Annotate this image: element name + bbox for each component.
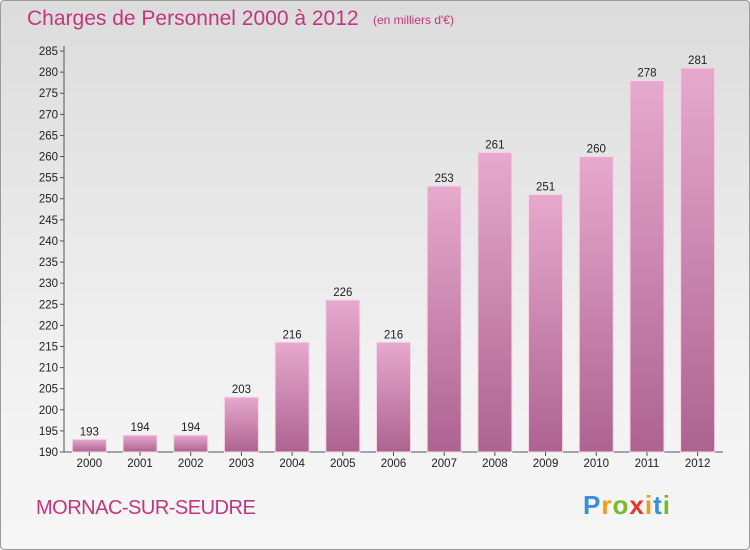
logo-letter: t: [653, 490, 663, 520]
logo-letter: i: [662, 490, 671, 520]
y-tick-label: 240: [39, 236, 58, 248]
logo-letter: i: [644, 490, 654, 520]
data-label-2008: 261: [485, 139, 504, 151]
data-label-2006: 216: [384, 329, 403, 341]
y-tick-label: 285: [39, 46, 58, 58]
x-tick-label: 2006: [381, 458, 407, 470]
bar-2009: [528, 194, 564, 453]
bar-2002: [173, 434, 209, 453]
data-label-2004: 216: [283, 329, 302, 341]
data-label-2011: 278: [637, 68, 656, 80]
logo-letter: r: [601, 490, 613, 520]
bar-2011: [629, 80, 665, 453]
y-tick-label: 250: [39, 194, 58, 206]
y-tick-label: 230: [39, 278, 58, 290]
x-tick-label: 2005: [330, 458, 356, 470]
data-label-2003: 203: [232, 384, 251, 396]
y-tick-label: 270: [39, 109, 58, 121]
x-tick-label: 2010: [583, 458, 609, 470]
x-tick-label: 2000: [77, 458, 103, 470]
logo-letter: x: [629, 490, 645, 520]
y-tick-label: 260: [39, 152, 58, 164]
chart-title: Charges de Personnel 2000 à 2012: [27, 7, 359, 30]
bar-2012: [680, 67, 716, 453]
bar-2006: [376, 341, 411, 453]
data-label-2012: 281: [688, 55, 707, 67]
place-name: MORNAC-SUR-SEUDRE: [36, 497, 256, 519]
bar-2001: [122, 434, 158, 453]
x-tick-label: 2008: [482, 458, 508, 470]
data-label-2000: 193: [80, 426, 99, 438]
y-axis-ticks: 190 195 200 205 210 215 220 225 230 235 240 245 250 2…: [39, 46, 64, 459]
x-axis-ticks: 2000 2001 2002 2003 2004 2005 2006 2007 2008 2009…: [77, 452, 711, 470]
bar-2005: [325, 299, 361, 453]
chart-subtitle: (en milliers d'€): [373, 13, 454, 27]
y-tick-label: 275: [39, 88, 58, 100]
y-tick-label: 205: [39, 384, 58, 396]
x-tick-label: 2012: [685, 458, 711, 470]
data-label-2010: 260: [587, 144, 606, 156]
y-tick-label: 245: [39, 215, 58, 227]
x-tick-label: 2002: [178, 458, 204, 470]
y-tick-label: 190: [39, 447, 58, 459]
y-tick-label: 225: [39, 299, 58, 311]
y-tick-label: 255: [39, 173, 58, 185]
bar-2004: [274, 341, 310, 453]
data-label-2009: 251: [536, 182, 555, 194]
x-tick-label: 2001: [127, 458, 153, 470]
y-tick-label: 220: [39, 320, 58, 332]
bar-2000: [71, 438, 107, 453]
y-tick-label: 210: [39, 363, 58, 375]
logo-letter: o: [612, 490, 630, 520]
proxiti-logo: Proxiti: [583, 490, 671, 521]
bars-group: 193 194 194 203 216 226 216 253 261 251 260 278 281: [71, 55, 716, 453]
y-tick-label: 235: [39, 257, 58, 269]
y-tick-label: 215: [39, 341, 58, 353]
data-label-2001: 194: [130, 422, 150, 434]
bar-2008: [477, 151, 513, 453]
bar-2003: [223, 396, 259, 453]
bar-2007: [426, 185, 462, 453]
x-tick-label: 2004: [279, 458, 305, 470]
data-label-2005: 226: [333, 287, 352, 299]
x-tick-label: 2011: [635, 458, 660, 470]
bar-2010: [578, 156, 614, 453]
y-tick-label: 265: [39, 130, 58, 142]
x-tick-label: 2003: [229, 458, 255, 470]
y-tick-label: 280: [39, 67, 58, 79]
data-label-2002: 194: [181, 422, 201, 434]
data-label-2007: 253: [435, 173, 454, 185]
y-tick-label: 195: [39, 426, 58, 438]
y-tick-label: 200: [39, 405, 58, 417]
x-tick-label: 2009: [533, 458, 559, 470]
logo-letter: P: [583, 490, 602, 520]
x-tick-label: 2007: [431, 458, 457, 470]
